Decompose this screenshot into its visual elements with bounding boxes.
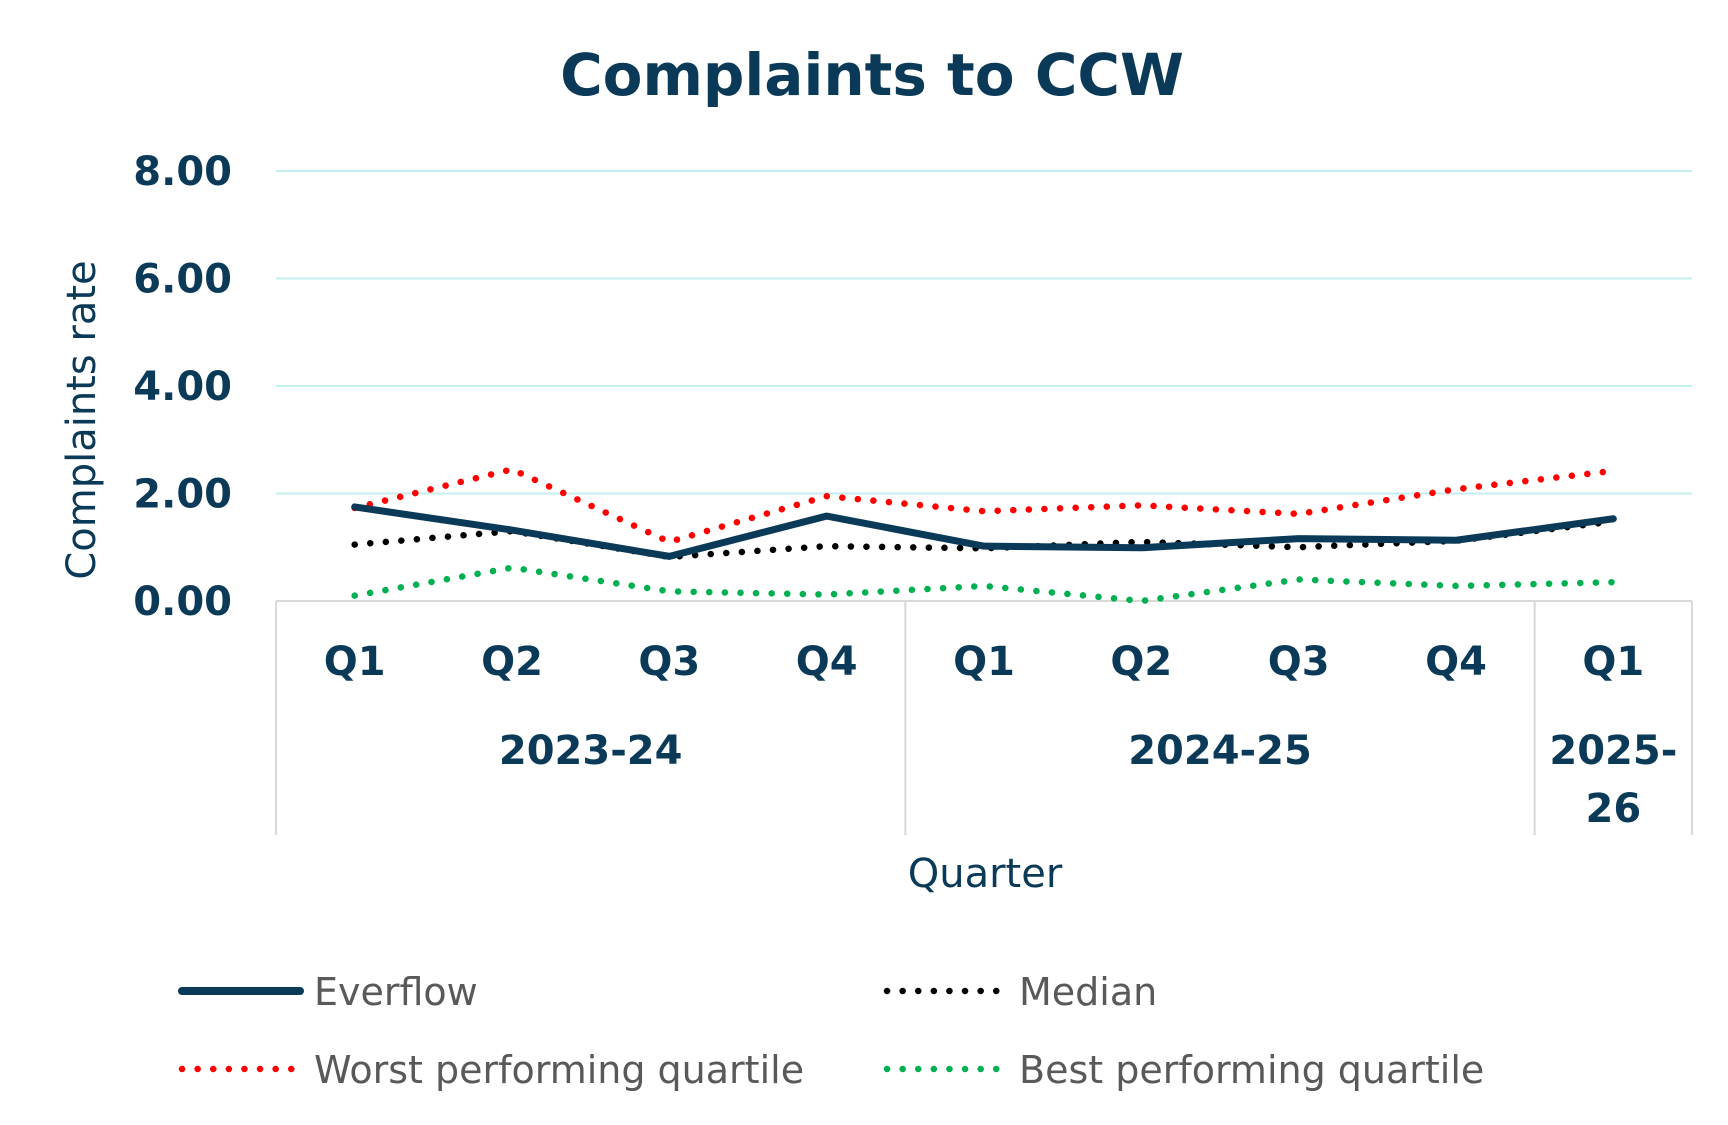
y-tick-label: 6.00 [133, 257, 232, 303]
y-tick-label: 4.00 [133, 364, 232, 410]
y-tick-label: 2.00 [133, 472, 232, 518]
x-tick-label: Q2 [1110, 639, 1172, 685]
series-line-worst-performing-quartile [351, 466, 1617, 546]
legend-label: Everflow [314, 970, 478, 1014]
y-tick-label: 8.00 [133, 149, 232, 195]
x-tick-label: Q1 [953, 639, 1015, 685]
y-tick-label: 0.00 [133, 579, 232, 625]
x-axis: Q1 Q2 Q3 Q4 Q1 Q2 Q3 Q4 Q1 2023-24 2024-25 2025- 26 [275, 600, 1693, 835]
x-group-label: 2025- [1549, 728, 1677, 774]
x-group-label: 2024-25 [1128, 728, 1312, 774]
x-tick-label: Q4 [1425, 639, 1487, 685]
x-tick-label: Q3 [1268, 639, 1330, 685]
plot-area [351, 466, 1617, 605]
legend-label: Worst performing quartile [314, 1048, 804, 1092]
series-line-best-performing-quartile [351, 564, 1617, 605]
legend-label: Median [1019, 970, 1157, 1014]
x-axis-label: Quarter [908, 851, 1063, 897]
x-tick-label: Q1 [1582, 639, 1644, 685]
series-line-everflow [351, 503, 1617, 560]
x-tick-label: Q2 [481, 639, 543, 685]
x-group-label: 2023-24 [499, 728, 683, 774]
legend: Everflow Median Worst performing quartile B… [178, 970, 1484, 1092]
y-axis-label: Complaints rate [59, 260, 105, 579]
chart-title: Complaints to CCW [560, 41, 1184, 109]
y-axis: 0.00 2.00 4.00 6.00 8.00 [133, 149, 232, 625]
x-group-label: 26 [1585, 786, 1641, 832]
gridlines [276, 170, 1692, 495]
x-tick-label: Q1 [324, 639, 386, 685]
legend-label: Best performing quartile [1019, 1048, 1484, 1092]
x-tick-label: Q4 [796, 639, 858, 685]
x-tick-label: Q3 [638, 639, 700, 685]
